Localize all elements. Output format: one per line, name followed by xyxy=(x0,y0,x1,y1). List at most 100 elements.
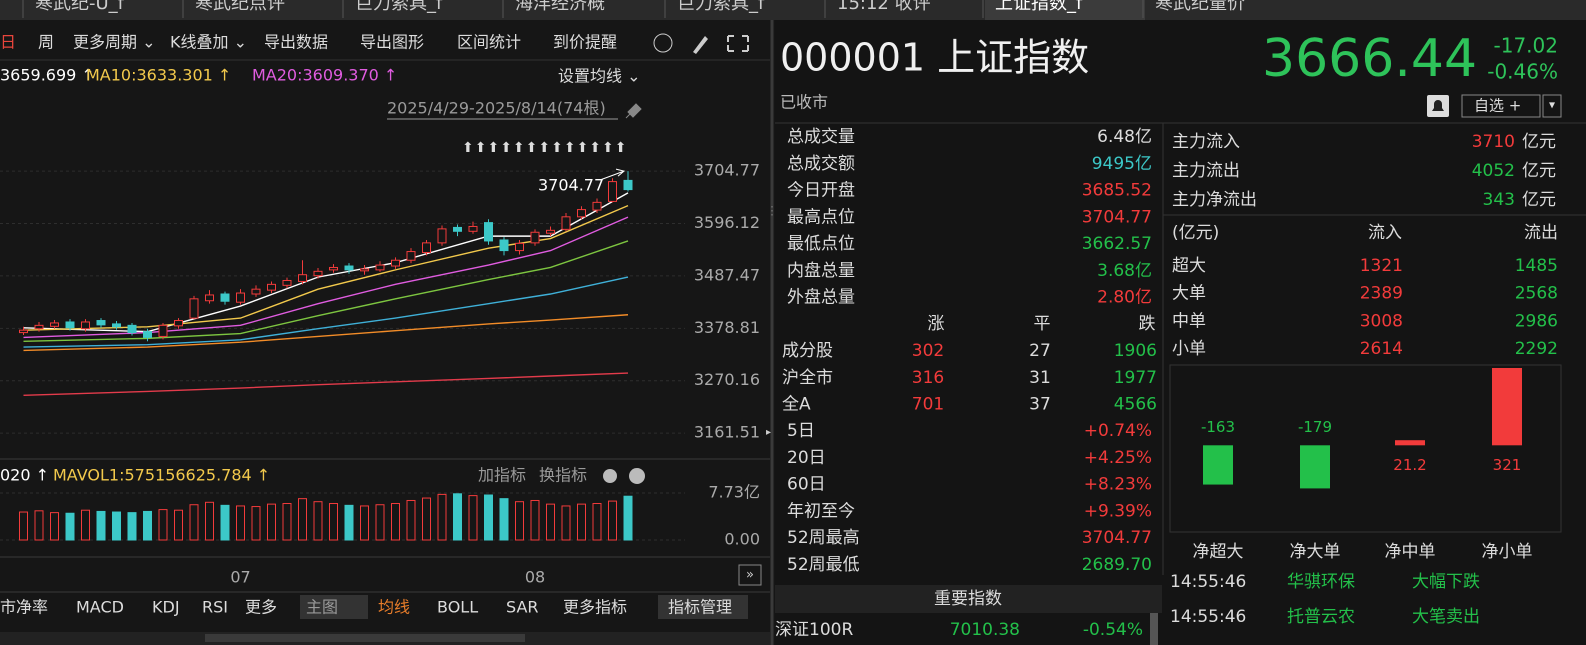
ticker-stock: 华骐环保 xyxy=(1287,572,1355,592)
volume-bar xyxy=(422,497,431,541)
scroll-thumb xyxy=(205,634,525,642)
toolbar-button[interactable]: 周 xyxy=(38,33,54,52)
volume-bar xyxy=(112,511,121,541)
tab[interactable]: 寒武纪点评 xyxy=(195,0,285,14)
flow-label: 主力流出 xyxy=(1172,161,1240,181)
net-flow-value: -179 xyxy=(1298,418,1332,436)
toolbar-button[interactable]: 到价提醒 xyxy=(553,33,617,52)
indicator-tab[interactable]: BOLL xyxy=(437,598,478,617)
stat-label: 外盘总量 xyxy=(787,288,855,308)
period-value: 3704.77 xyxy=(1082,528,1152,548)
ticker-stock: 托普云农 xyxy=(1287,607,1355,627)
volume-bar xyxy=(515,501,524,541)
y-tick-label: 3487.47 xyxy=(694,265,760,284)
indicator-button[interactable]: 换指标 xyxy=(539,466,587,485)
close-icon[interactable] xyxy=(629,468,645,484)
tab[interactable]: 寒武纪量价 xyxy=(1155,0,1245,14)
candle-body xyxy=(546,229,555,234)
tab[interactable]: 15:12 收评 xyxy=(837,0,931,14)
toolbar-button[interactable]: 导出图形 xyxy=(360,33,424,52)
icon-button[interactable] xyxy=(727,35,749,52)
candle-body xyxy=(112,323,121,328)
indicator-button[interactable]: 加指标 xyxy=(478,466,526,485)
tab[interactable]: 上证指数_f xyxy=(995,0,1083,14)
ma-legend: 3659.699 ↑ xyxy=(0,66,95,85)
annotation-arrow xyxy=(599,168,626,181)
indicator-tab[interactable]: MACD xyxy=(76,598,124,617)
indicator-tab[interactable]: 更多指标 xyxy=(563,598,627,617)
candle-body xyxy=(375,264,385,271)
y-tick-label: 3378.81 xyxy=(694,318,760,337)
stat-value: 3.68亿 xyxy=(1097,261,1152,281)
y-tick-label: 3161.51 xyxy=(694,423,760,442)
indicator-tab[interactable]: 市净率 xyxy=(0,598,48,617)
breadth-header: 跌 xyxy=(1139,314,1156,334)
volume-bar xyxy=(530,499,540,541)
volume-bar xyxy=(546,503,555,541)
ma-line xyxy=(23,314,629,352)
volume-bar xyxy=(623,495,633,541)
toolbar-button[interactable]: 导出数据 xyxy=(264,33,328,52)
volume-bar xyxy=(127,512,137,541)
order-label: 超大 xyxy=(1172,256,1206,276)
order-in: 3008 xyxy=(1360,311,1403,331)
period-value: 2689.70 xyxy=(1082,555,1152,575)
volume-bar xyxy=(19,511,28,541)
ma-settings[interactable]: 设置均线 ⌄ xyxy=(558,67,641,86)
volume-bar xyxy=(406,499,416,541)
volume-bar xyxy=(453,493,462,541)
indicator-tab[interactable]: 指标管理 xyxy=(668,598,732,617)
icon-button[interactable] xyxy=(653,33,673,53)
settings-icon[interactable] xyxy=(603,469,617,483)
ma-line xyxy=(23,276,629,348)
ma-legend: MA10:3633.301 ↑ xyxy=(86,66,231,85)
indicator-tab[interactable]: KDJ xyxy=(152,598,180,617)
tab[interactable]: 海洋经济概 xyxy=(515,0,605,14)
volume-bar xyxy=(143,510,152,541)
indicator-tab[interactable]: 均线 xyxy=(378,598,410,617)
axis-handle: ▸ xyxy=(766,427,771,438)
stat-label: 内盘总量 xyxy=(787,261,855,281)
indicator-tab[interactable]: SAR xyxy=(506,598,539,617)
bell-icon[interactable] xyxy=(1432,100,1444,111)
candle-body xyxy=(530,231,540,244)
breadth-up: 316 xyxy=(912,368,944,388)
volume-bar xyxy=(158,509,168,541)
stat-label: 今日开盘 xyxy=(787,181,855,201)
breadth-down: 4566 xyxy=(1114,395,1157,415)
net-flow-bar xyxy=(1203,445,1233,485)
tab[interactable]: 寒武纪-U_f xyxy=(35,0,125,14)
indicator-tab[interactable]: RSI xyxy=(202,598,228,617)
index-header xyxy=(775,585,1162,613)
right-panel xyxy=(775,20,1586,645)
x-tick-label: 07 xyxy=(230,568,250,587)
indicator-tab[interactable]: 主图 xyxy=(306,598,338,617)
stat-value: 6.48亿 xyxy=(1097,127,1152,147)
period-label: 52周最低 xyxy=(787,555,860,575)
candle-body xyxy=(422,242,431,254)
toolbar-button[interactable]: 日 xyxy=(0,33,16,52)
tab[interactable]: 巨力索具_f xyxy=(677,0,765,14)
candle-body xyxy=(50,322,59,327)
volume-bar xyxy=(298,498,307,541)
quote-title: 000001 上证指数 xyxy=(780,36,1089,80)
range-label: 2025/4/29-2025/8/14(74根) xyxy=(387,99,606,118)
candle-body xyxy=(143,331,152,338)
toolbar-button[interactable]: 区间统计 xyxy=(457,33,521,52)
breadth-label: 沪全市 xyxy=(782,368,833,388)
scroll-button xyxy=(738,564,762,586)
quote-change: -17.02 xyxy=(1494,34,1558,58)
dropdown-button xyxy=(1542,94,1562,118)
toolbar-button[interactable]: 更多周期 ⌄ xyxy=(73,33,156,52)
index-title: 重要指数 xyxy=(934,589,1002,609)
breadth-flat: 27 xyxy=(1029,341,1051,361)
tab[interactable]: 巨力索具_f xyxy=(355,0,443,14)
indicator-tab[interactable]: 更多 xyxy=(245,598,277,617)
icon-button[interactable] xyxy=(693,36,708,54)
watch-button[interactable]: 自选 + xyxy=(1474,97,1521,115)
volume-bar xyxy=(251,506,261,541)
volume-bar xyxy=(484,494,493,541)
toolbar-button[interactable]: K线叠加 ⌄ xyxy=(170,33,247,52)
period-label: 60日 xyxy=(787,475,826,495)
flow-unit: 亿元 xyxy=(1522,132,1556,152)
